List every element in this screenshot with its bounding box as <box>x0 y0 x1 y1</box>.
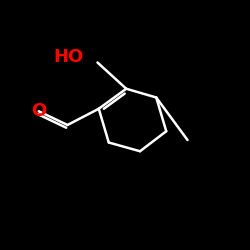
Text: O: O <box>31 102 46 120</box>
Text: HO: HO <box>54 48 84 66</box>
